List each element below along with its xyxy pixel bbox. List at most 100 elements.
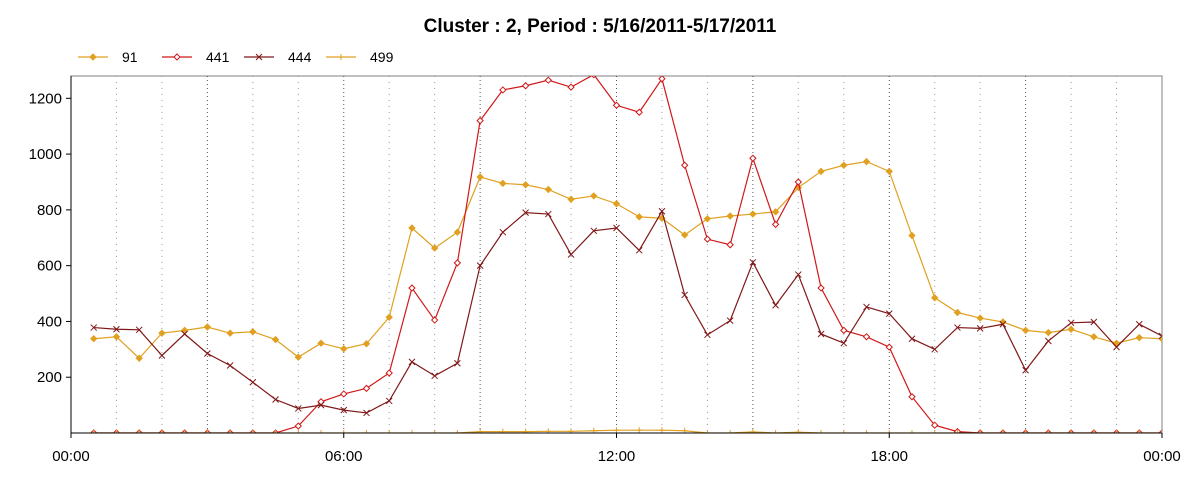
data-point-91 — [544, 185, 553, 194]
x-tick-label: 00:00 — [52, 448, 90, 465]
data-point-444 — [1113, 343, 1120, 351]
data-point-444 — [158, 352, 166, 359]
data-point-91 — [408, 224, 416, 232]
data-point-499 — [863, 430, 870, 433]
series-line-499 — [93, 429, 1162, 433]
data-point-91 — [385, 313, 393, 321]
legend-label-441: 441 — [206, 49, 230, 65]
data-point-499 — [1022, 430, 1029, 433]
data-point-441 — [499, 86, 507, 94]
legend-label-444: 444 — [288, 49, 312, 65]
data-point-499 — [522, 428, 529, 433]
data-point-499 — [136, 430, 143, 433]
y-axis: 200 400 600 800 1000 1200 — [29, 76, 72, 433]
data-point-444 — [635, 246, 643, 254]
data-point-444 — [681, 291, 689, 299]
data-point-444 — [658, 207, 666, 215]
data-point-444 — [113, 325, 120, 333]
data-point-91 — [340, 345, 348, 353]
data-point-499 — [181, 430, 188, 433]
series-layer — [90, 76, 1162, 433]
data-point-441 — [749, 154, 757, 162]
data-point-441 — [726, 241, 734, 249]
data-point-441 — [817, 284, 825, 292]
data-point-444 — [499, 228, 507, 236]
data-point-444 — [772, 301, 779, 309]
data-point-444 — [976, 325, 984, 332]
data-point-444 — [885, 310, 893, 317]
data-point-441 — [680, 161, 689, 169]
data-point-499 — [295, 430, 302, 433]
data-point-444 — [1158, 332, 1162, 340]
data-point-444 — [1022, 366, 1029, 374]
x-tick-label: 18:00 — [870, 448, 908, 465]
data-point-441 — [862, 333, 871, 341]
series-line-444 — [93, 209, 1162, 414]
data-point-499 — [431, 430, 438, 433]
y-tick-label: 200 — [37, 369, 62, 386]
y-tick-label: 1000 — [29, 146, 62, 163]
data-point-91 — [931, 294, 939, 302]
y-tick-label: 600 — [37, 258, 62, 275]
data-point-499 — [158, 430, 165, 433]
data-point-444 — [294, 405, 302, 412]
data-point-91 — [158, 329, 166, 337]
data-point-441 — [408, 284, 416, 292]
data-point-499 — [204, 430, 211, 433]
data-point-444 — [454, 359, 461, 367]
data-point-441 — [794, 178, 803, 186]
data-point-91 — [885, 167, 893, 176]
data-point-441 — [635, 108, 643, 116]
plot-area — [70, 75, 1163, 434]
data-point-91 — [1135, 333, 1143, 342]
legend-entry-441: 441 — [162, 49, 230, 65]
data-point-441 — [453, 259, 462, 267]
data-point-444 — [999, 320, 1007, 328]
data-point-91 — [680, 231, 689, 239]
series-line-91 — [93, 161, 1162, 360]
data-point-91 — [908, 231, 916, 240]
data-point-499 — [818, 430, 825, 433]
data-point-91 — [271, 335, 280, 344]
data-point-91 — [499, 179, 507, 188]
data-point-444 — [1135, 320, 1143, 328]
legend-marker-444 — [255, 53, 263, 61]
data-point-444 — [522, 209, 529, 217]
data-point-441 — [362, 384, 371, 393]
data-point-444 — [249, 378, 257, 386]
data-point-91 — [749, 210, 757, 218]
legend-label-91: 91 — [122, 49, 138, 65]
data-point-499 — [408, 430, 415, 433]
data-point-499 — [1045, 430, 1052, 433]
data-point-499 — [545, 428, 552, 433]
legend-entry-499: 499 — [326, 49, 394, 65]
data-point-91 — [362, 340, 371, 348]
data-point-441 — [885, 343, 893, 351]
data-point-499 — [613, 427, 620, 433]
data-point-444 — [1067, 319, 1075, 327]
series-line-441 — [93, 76, 1162, 433]
data-point-444 — [181, 330, 188, 338]
data-point-444 — [272, 396, 279, 403]
data-point-444 — [954, 324, 961, 331]
data-point-499 — [954, 430, 961, 433]
data-point-499 — [249, 430, 256, 433]
data-point-444 — [794, 271, 802, 278]
data-point-499 — [749, 428, 756, 433]
data-point-444 — [1044, 337, 1052, 345]
data-point-91 — [635, 213, 643, 221]
data-point-444 — [1090, 318, 1098, 326]
data-point-441 — [658, 76, 666, 83]
data-point-91 — [703, 215, 712, 223]
data-point-91 — [590, 192, 598, 200]
data-point-444 — [613, 224, 620, 232]
data-point-91 — [567, 195, 575, 203]
data-point-499 — [931, 430, 938, 433]
data-point-499 — [1090, 430, 1097, 433]
y-tick-label: 800 — [37, 202, 62, 219]
data-point-444 — [931, 345, 939, 353]
data-point-444 — [317, 401, 325, 409]
data-point-499 — [1113, 430, 1120, 433]
data-point-91 — [1067, 325, 1075, 333]
data-point-499 — [977, 430, 984, 433]
